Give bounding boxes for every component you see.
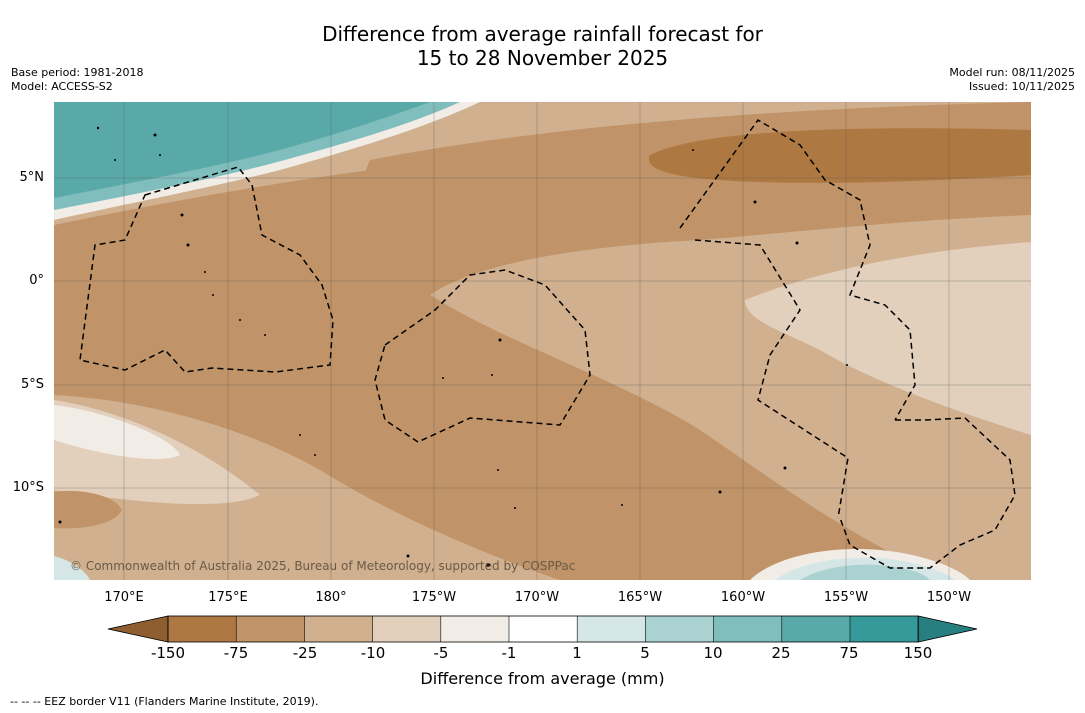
colorbar-tick: -75 (223, 644, 249, 662)
colorbar-tick: -10 (360, 644, 386, 662)
model-run: Model run: 08/11/2025 (949, 66, 1075, 79)
lon-label: 175°E (208, 590, 248, 605)
copyright-notice: © Commonwealth of Australia 2025, Bureau… (70, 559, 576, 573)
region-teal-2 (54, 102, 430, 198)
colorbar-segment (440, 616, 509, 642)
region-southwest-lightest (54, 405, 180, 460)
colorbar-tick: 25 (771, 644, 791, 662)
eez-central (374, 269, 591, 443)
colorbar-title: Difference from average (mm) (420, 669, 665, 688)
colorbar-tick: 10 (703, 644, 723, 662)
eez-footnote: -- -- -- EEZ border V11 (Flanders Marine… (10, 695, 319, 708)
colorbar-segment (168, 616, 237, 642)
colorbar-segment (372, 616, 441, 642)
lat-label: 0° (29, 273, 44, 288)
lon-label: 180° (315, 590, 347, 605)
colorbar-segment (781, 616, 850, 642)
region-southwest-patch (54, 490, 122, 529)
colorbar-tick: 5 (640, 644, 650, 662)
colorbar-segment (577, 616, 646, 642)
title-line-1: Difference from average rainfall forecas… (322, 22, 763, 46)
colorbar (107, 615, 978, 643)
colorbar-extend-low (107, 615, 169, 643)
colorbar-tick: -25 (292, 644, 318, 662)
lon-label: 175°W (411, 590, 457, 605)
issued-date: Issued: 10/11/2025 (968, 80, 1075, 93)
model-name: Model: ACCESS-S2 (11, 80, 113, 93)
colorbar-segment (645, 616, 714, 642)
lat-label: 5°S (20, 377, 44, 392)
lon-label: 170°W (514, 590, 560, 605)
eez-west (79, 166, 334, 373)
colorbar-tick: -1 (501, 644, 517, 662)
colorbar-extend-high (917, 615, 978, 643)
region-southwest-light (54, 395, 560, 580)
colorbar-tick: -5 (433, 644, 449, 662)
eez-east-south (694, 239, 849, 519)
lon-label: 170°E (104, 590, 144, 605)
eez-east (679, 119, 916, 421)
lon-label: 150°W (926, 590, 972, 605)
colorbar-tick: -150 (150, 644, 186, 662)
lon-label: 165°W (617, 590, 663, 605)
colorbar-segment (713, 616, 782, 642)
colorbar-segment (304, 616, 373, 642)
lat-label: 10°S (12, 480, 44, 495)
map-fill (54, 102, 1031, 580)
gridlines (54, 102, 1031, 580)
lon-label: 155°W (823, 590, 869, 605)
region-east-lighter (745, 242, 1031, 435)
colorbar-tick: 75 (839, 644, 859, 662)
lon-label: 160°W (720, 590, 766, 605)
colorbar-tick: 150 (903, 644, 933, 662)
colorbar-segment (236, 616, 305, 642)
lat-label: 5°N (19, 170, 45, 185)
region-dark-band (648, 128, 1031, 183)
islands (58, 126, 848, 567)
colorbar-tick: 1 (572, 644, 582, 662)
eez-borders (79, 119, 1016, 569)
base-period: Base period: 1981-2018 (11, 66, 144, 79)
colorbar-segment (850, 616, 919, 642)
title-line-2: 15 to 28 November 2025 (416, 46, 669, 70)
colorbar-segment (509, 616, 578, 642)
region-bottom-left-teal (54, 556, 90, 580)
